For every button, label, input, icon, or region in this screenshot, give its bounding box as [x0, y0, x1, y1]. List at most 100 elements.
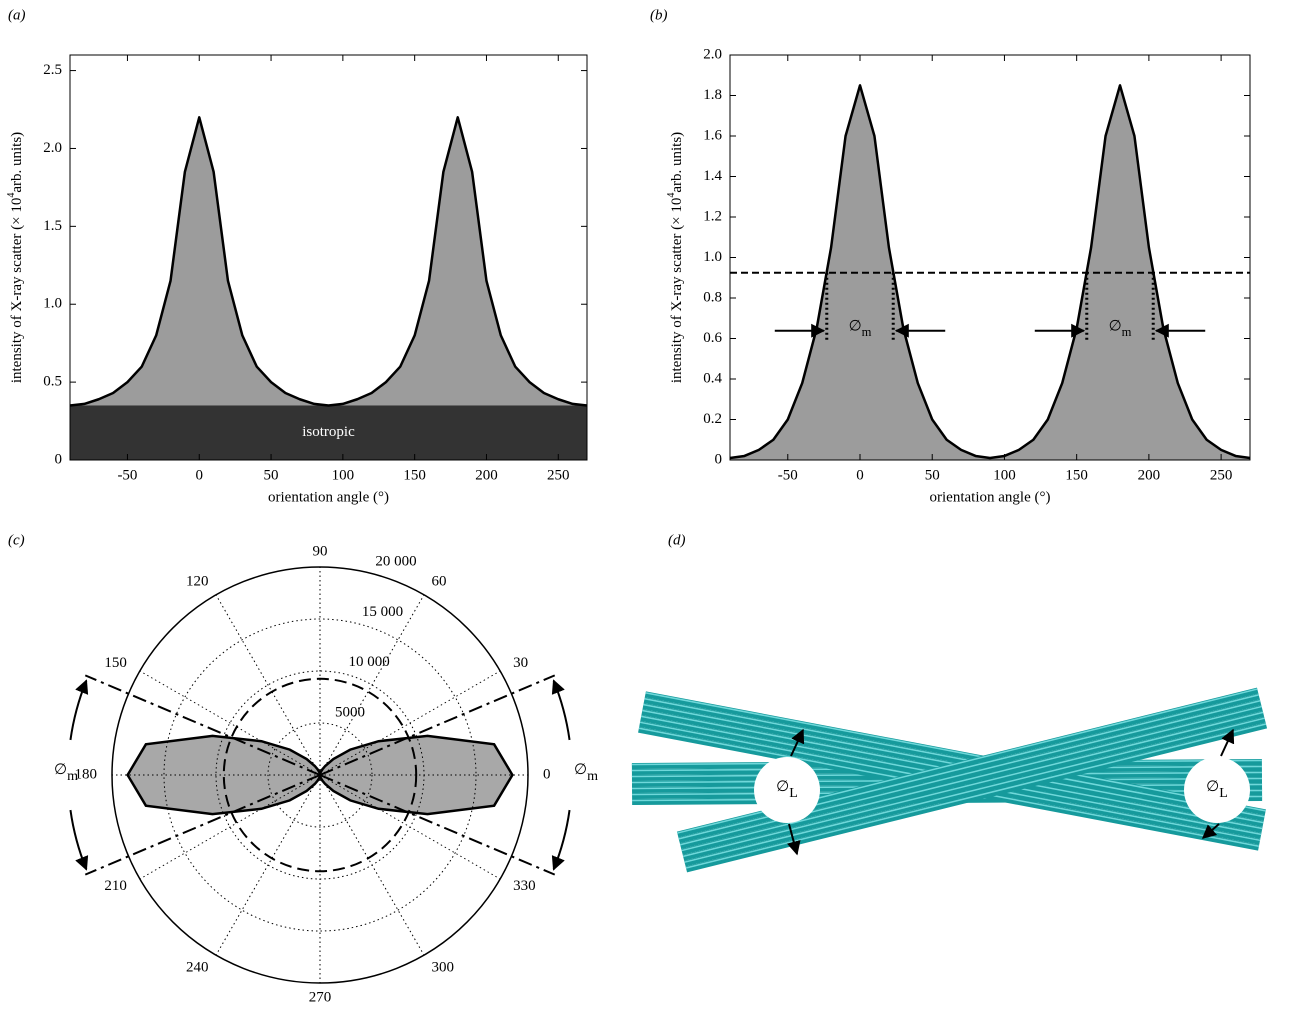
spoke	[319, 670, 501, 776]
theta-label: 330	[513, 878, 536, 894]
x-tick-label: 50	[925, 467, 940, 483]
symbol: ∅	[1206, 779, 1219, 795]
theta-label: 300	[432, 960, 455, 976]
theta-label: 120	[186, 573, 209, 589]
arc-arrow	[69, 679, 89, 741]
spoke	[139, 774, 321, 880]
y-tick-label: 1.2	[703, 208, 722, 224]
y-label-text: intensity of X-ray scatter (× 10	[9, 198, 25, 384]
width-label: ∅m	[1109, 319, 1132, 339]
symbol: ∅	[574, 762, 587, 778]
x-tick-label: 100	[332, 467, 355, 483]
spoke	[319, 594, 425, 776]
x-tick-label: 0	[856, 467, 864, 483]
y-label-text: intensity of X-ray scatter (× 10	[669, 198, 685, 384]
y-tick-label: 1.4	[703, 168, 722, 184]
rod-illustration	[631, 687, 1268, 873]
ring	[111, 566, 529, 984]
y-tick-label: 0.8	[703, 289, 722, 305]
rod-highlight	[682, 711, 1264, 858]
spoke	[139, 670, 321, 776]
theta-label: 240	[186, 960, 209, 976]
rod-highlight	[684, 717, 1265, 863]
ring	[163, 618, 477, 932]
x-tick-label: 100	[993, 467, 1016, 483]
y-tick-label: 0.2	[703, 411, 722, 427]
theta-label: 180	[75, 766, 98, 782]
theta-label: 270	[309, 989, 332, 1005]
rod-highlight	[645, 692, 1266, 812]
intensity-line	[69, 116, 588, 407]
subscript: m	[67, 769, 78, 784]
spoke	[215, 774, 321, 956]
ring	[215, 670, 425, 880]
subscript: m	[862, 325, 872, 339]
x-tick-label: -50	[117, 467, 137, 483]
length-label: ∅L	[1206, 779, 1228, 801]
x-tick-label: 200	[1138, 467, 1161, 483]
x-tick-label: 250	[1210, 467, 1233, 483]
rod	[684, 716, 1266, 867]
subscript: m	[1122, 325, 1132, 339]
arc-arrow	[551, 679, 571, 741]
y-tick-label: 2.0	[43, 140, 62, 156]
arrow	[790, 728, 805, 757]
rod	[644, 691, 1266, 816]
subscript: L	[789, 786, 798, 801]
rod	[679, 699, 1262, 850]
theta-label: 60	[432, 573, 447, 589]
y-tick-label: 1.5	[43, 218, 62, 234]
fwhm-line	[319, 774, 556, 876]
y-tick-label: 1.8	[703, 87, 722, 103]
isotropic-band	[70, 405, 587, 460]
y-tick-label: 0	[715, 451, 723, 467]
label-disc	[1184, 757, 1250, 823]
rod-highlight	[644, 698, 1265, 818]
x-tick-label: 50	[264, 467, 279, 483]
rod	[682, 710, 1265, 861]
y-tick-label: 0.4	[703, 370, 722, 386]
symbol: ∅	[1109, 319, 1122, 335]
theta-label: 210	[104, 878, 127, 894]
theta-label: 30	[513, 655, 528, 671]
y-label-sup: 4	[6, 193, 17, 198]
panel-label: (a)	[8, 7, 26, 23]
y-tick-label: 1.0	[43, 296, 62, 312]
plot-frame	[69, 54, 588, 461]
area-fill	[730, 85, 1250, 460]
half-max-circle	[222, 677, 418, 873]
panel-label: (c)	[8, 532, 25, 548]
x-tick-label: 0	[196, 467, 204, 483]
y-label-sup: 4	[666, 193, 677, 198]
panel-label: (d)	[668, 532, 686, 548]
y-axis-label: intensity of X-ray scatter (× 104arb. un…	[666, 132, 685, 383]
spoke	[215, 594, 321, 776]
y-tick-label: 1.0	[703, 249, 722, 265]
fwhm-line	[84, 774, 321, 876]
rod	[643, 697, 1265, 822]
panel-label: (b)	[650, 7, 668, 23]
symbol: ∅	[54, 762, 67, 778]
label-disc	[754, 757, 820, 823]
band-label: isotropic	[302, 424, 355, 440]
x-tick-label: -50	[778, 467, 798, 483]
arc-arrow	[551, 809, 571, 871]
y-tick-label: 1.6	[703, 127, 722, 143]
width-label: ∅m	[54, 762, 78, 784]
x-axis-label: orientation angle (°)	[930, 489, 1051, 505]
x-tick-label: 150	[1065, 467, 1088, 483]
y-label-text: arb. units)	[669, 132, 685, 193]
theta-label: 90	[313, 543, 328, 559]
y-tick-label: 0.5	[43, 374, 62, 390]
arc-arrow	[69, 809, 89, 871]
theta-label: 150	[104, 655, 127, 671]
theta-label: 0	[543, 766, 551, 782]
subscript: L	[1219, 786, 1228, 801]
r-tick-label: 10 000	[348, 654, 389, 670]
width-label: ∅m	[849, 319, 872, 339]
symbol: ∅	[776, 779, 789, 795]
arrow	[1220, 728, 1235, 757]
x-tick-label: 150	[403, 467, 426, 483]
